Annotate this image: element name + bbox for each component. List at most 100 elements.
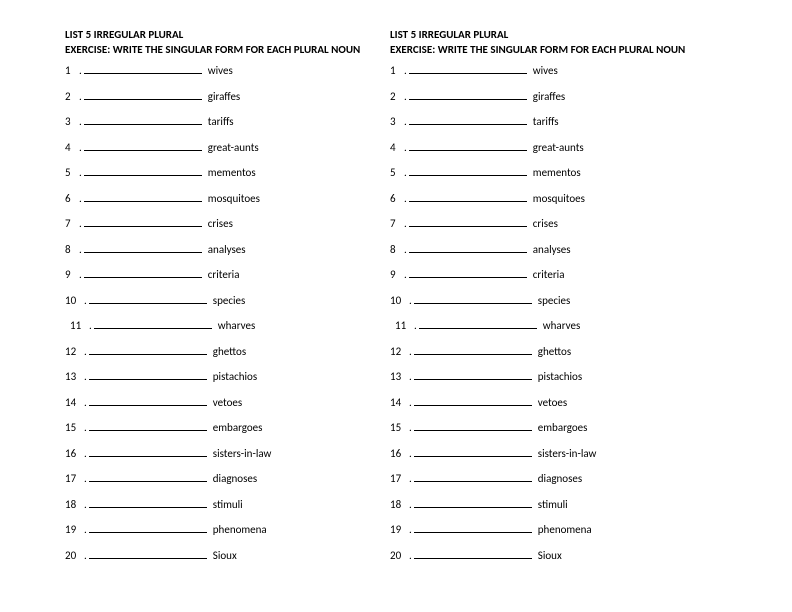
plural-word: analyses: [208, 243, 246, 256]
item-number: 2: [390, 90, 404, 103]
item-dot: .: [84, 523, 87, 536]
answer-blank[interactable]: [89, 370, 207, 380]
answer-blank[interactable]: [84, 217, 202, 227]
item-number: 20: [390, 549, 409, 562]
answer-blank[interactable]: [414, 472, 532, 482]
item-dot: .: [84, 370, 87, 383]
answer-blank[interactable]: [414, 523, 532, 533]
item-dot: .: [84, 345, 87, 358]
answer-blank[interactable]: [84, 115, 202, 125]
item-dot: .: [79, 268, 82, 281]
answer-blank[interactable]: [94, 319, 212, 329]
exercise-item: 11 .wharves: [390, 319, 740, 332]
item-number: 7: [65, 217, 79, 230]
plural-word: giraffes: [208, 90, 240, 103]
left-column: LIST 5 IRREGULAR PLURAL EXERCISE: WRITE …: [0, 28, 370, 574]
answer-blank[interactable]: [414, 345, 532, 355]
exercise-item: 3 .tariffs: [65, 115, 370, 128]
answer-blank[interactable]: [84, 243, 202, 253]
item-number: 11: [395, 319, 414, 332]
exercise-item: 12 .ghettos: [65, 345, 370, 358]
exercise-item: 4 .great-aunts: [390, 141, 740, 154]
answer-blank[interactable]: [84, 90, 202, 100]
answer-blank[interactable]: [409, 192, 527, 202]
answer-blank[interactable]: [409, 64, 527, 74]
answer-blank[interactable]: [84, 166, 202, 176]
plural-word: vetoes: [213, 396, 242, 409]
answer-blank[interactable]: [84, 141, 202, 151]
plural-word: stimuli: [538, 498, 568, 511]
plural-word: mementos: [533, 166, 581, 179]
exercise-item: 16 .sisters-in-law: [65, 447, 370, 460]
item-dot: .: [404, 166, 407, 179]
answer-blank[interactable]: [89, 498, 207, 508]
answer-blank[interactable]: [84, 268, 202, 278]
answer-blank[interactable]: [414, 396, 532, 406]
item-dot: .: [84, 549, 87, 562]
answer-blank[interactable]: [414, 447, 532, 457]
plural-word: stimuli: [213, 498, 243, 511]
answer-blank[interactable]: [409, 166, 527, 176]
plural-word: mosquitoes: [208, 192, 260, 205]
item-dot: .: [404, 64, 407, 77]
plural-word: mosquitoes: [533, 192, 585, 205]
answer-blank[interactable]: [89, 549, 207, 559]
answer-blank[interactable]: [89, 396, 207, 406]
answer-blank[interactable]: [409, 141, 527, 151]
item-dot: .: [404, 243, 407, 256]
plural-word: diagnoses: [538, 472, 582, 485]
item-number: 20: [65, 549, 84, 562]
answer-blank[interactable]: [414, 549, 532, 559]
plural-word: ghettos: [538, 345, 571, 358]
exercise-item: 5 . mementos: [390, 166, 740, 179]
answer-blank[interactable]: [414, 421, 532, 431]
answer-blank[interactable]: [409, 217, 527, 227]
item-dot: .: [409, 447, 412, 460]
answer-blank[interactable]: [409, 90, 527, 100]
right-column: LIST 5 IRREGULAR PLURAL EXERCISE: WRITE …: [370, 28, 740, 574]
exercise-item: 3 .tariffs: [390, 115, 740, 128]
item-dot: .: [409, 549, 412, 562]
exercise-item: 17 .diagnoses: [390, 472, 740, 485]
item-dot: .: [404, 268, 407, 281]
exercise-item: 5 .mementos: [65, 166, 370, 179]
plural-word: Sioux: [213, 549, 237, 562]
exercise-item: 8 .analyses: [65, 243, 370, 256]
item-dot: .: [79, 90, 82, 103]
answer-blank[interactable]: [409, 268, 527, 278]
answer-blank[interactable]: [414, 370, 532, 380]
plural-word: species: [213, 294, 246, 307]
exercise-item: 10 .species: [390, 294, 740, 307]
exercise-item: 11 .wharves: [65, 319, 370, 332]
exercise-item: 13 .pistachios: [65, 370, 370, 383]
item-dot: .: [84, 396, 87, 409]
item-dot: .: [84, 498, 87, 511]
answer-blank[interactable]: [419, 319, 537, 329]
plural-word: crises: [533, 217, 558, 230]
exercise-item: 14 .vetoes: [65, 396, 370, 409]
item-dot: .: [89, 319, 92, 332]
answer-blank[interactable]: [414, 294, 532, 304]
answer-blank[interactable]: [89, 447, 207, 457]
item-number: 16: [65, 447, 84, 460]
answer-blank[interactable]: [414, 498, 532, 508]
answer-blank[interactable]: [84, 192, 202, 202]
item-number: 6: [390, 192, 404, 205]
item-dot: .: [84, 472, 87, 485]
exercise-item: 7 .crises: [390, 217, 740, 230]
answer-blank[interactable]: [89, 472, 207, 482]
answer-blank[interactable]: [89, 421, 207, 431]
item-dot: .: [409, 523, 412, 536]
answer-blank[interactable]: [409, 115, 527, 125]
answer-blank[interactable]: [409, 243, 527, 253]
item-number: 4: [390, 141, 404, 154]
answer-blank[interactable]: [89, 294, 207, 304]
item-number: 5: [390, 166, 404, 179]
plural-word: wharves: [218, 319, 256, 332]
item-number: 4: [65, 141, 79, 154]
item-number: 12: [390, 345, 409, 358]
answer-blank[interactable]: [84, 64, 202, 74]
exercise-item: 6 .mosquitoes: [65, 192, 370, 205]
answer-blank[interactable]: [89, 523, 207, 533]
answer-blank[interactable]: [89, 345, 207, 355]
